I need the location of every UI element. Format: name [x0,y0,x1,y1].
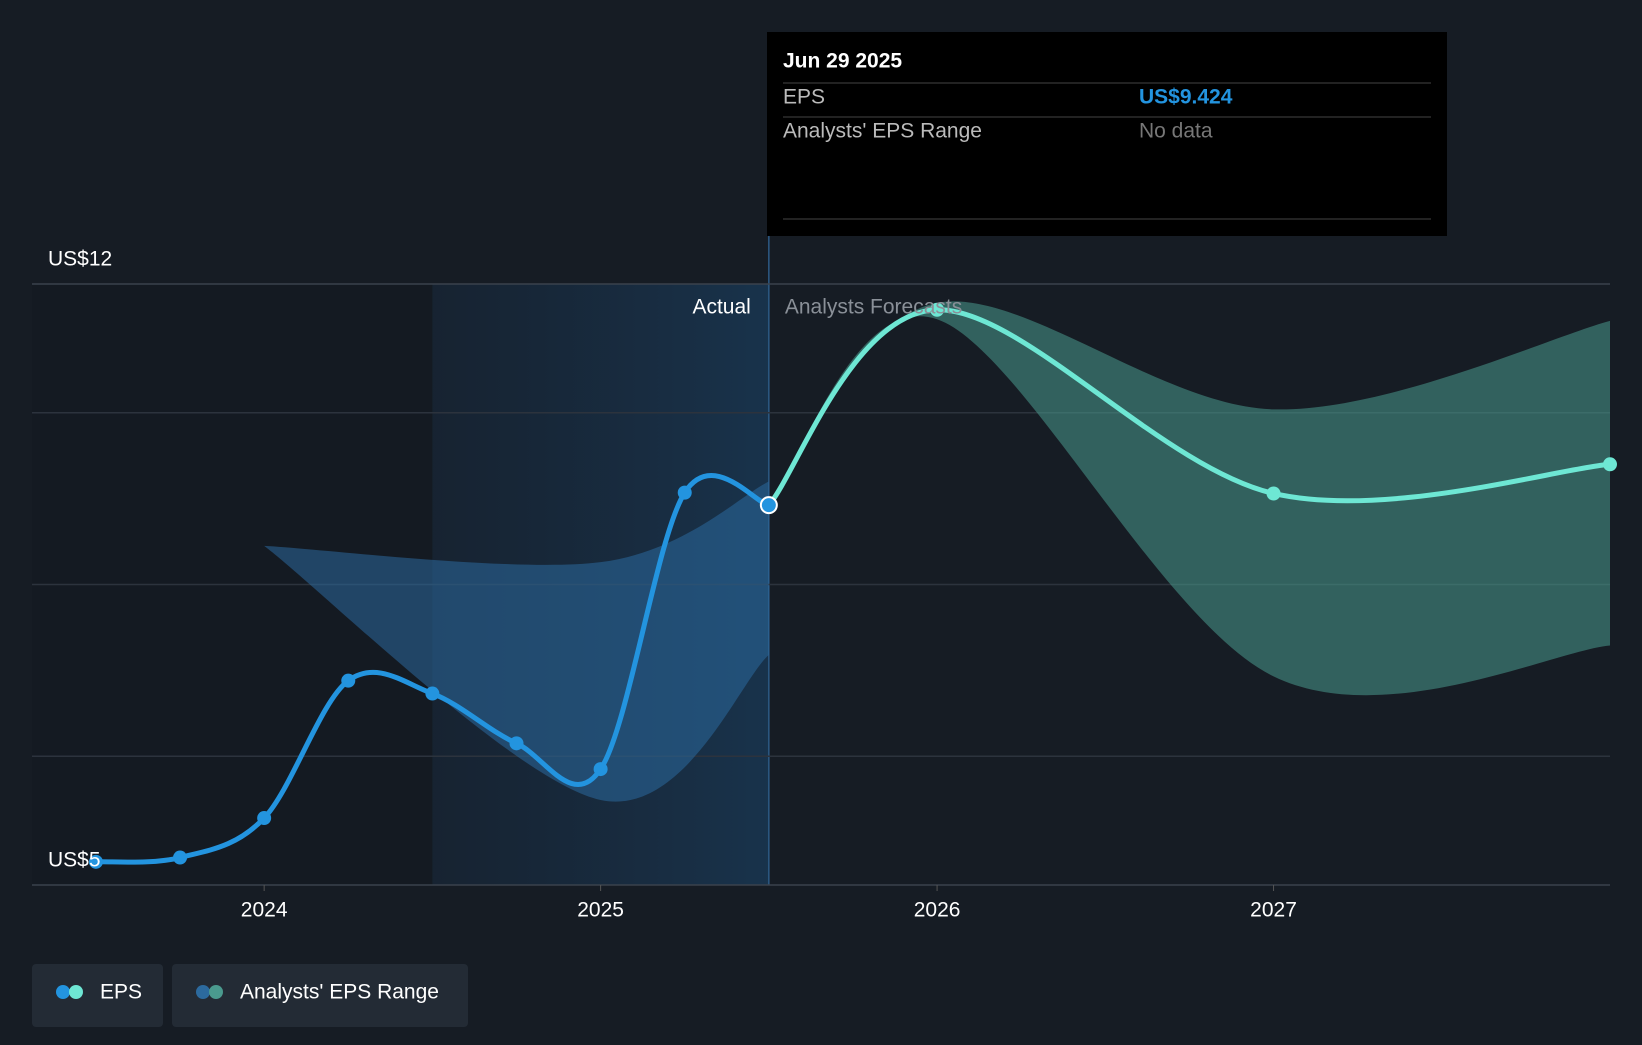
eps-point [1266,486,1281,501]
x-tick-label: 2026 [914,899,961,922]
forecast-label: Analysts Forecasts [785,296,962,319]
tooltip-value: No data [1139,120,1213,143]
legend-swatch [56,985,70,999]
legend-label: EPS [100,981,142,1004]
x-tick-label: 2027 [1250,899,1297,922]
legend-item[interactable] [172,964,468,1027]
actual-label: Actual [692,296,750,319]
eps-point [593,762,608,777]
eps-point [930,302,945,317]
eps-point [677,485,692,500]
y-tick-label: US$12 [48,248,112,271]
tooltip-box [767,32,1447,236]
eps-point [1603,457,1617,472]
range-area [768,301,1610,696]
eps-point [509,736,524,751]
eps-point [341,673,356,688]
eps-point [257,811,272,826]
legend-label: Analysts' EPS Range [240,981,439,1004]
eps-point [88,854,103,869]
tooltip-label: EPS [783,86,825,109]
tooltip: Jun 29 2025 EPS US$9.424 Analysts' EPS R… [767,32,1447,236]
y-tick-label: US$5 [48,849,101,872]
x-tick-label: 2024 [241,899,288,922]
x-tick-label: 2025 [577,899,624,922]
legend-swatch [196,985,210,999]
range-area [264,481,769,802]
legend-swatch [209,985,223,999]
tooltip-label: Analysts' EPS Range [783,120,982,143]
eps-line [766,307,1611,507]
legend-item[interactable] [32,964,163,1027]
eps-point [173,850,188,865]
legend-swatch [69,985,83,999]
tooltip-value: US$9.424 [1139,86,1233,109]
eps-point [425,686,440,701]
eps-line [95,473,770,865]
tooltip-date: Jun 29 2025 [783,50,902,73]
eps-point [759,496,778,515]
